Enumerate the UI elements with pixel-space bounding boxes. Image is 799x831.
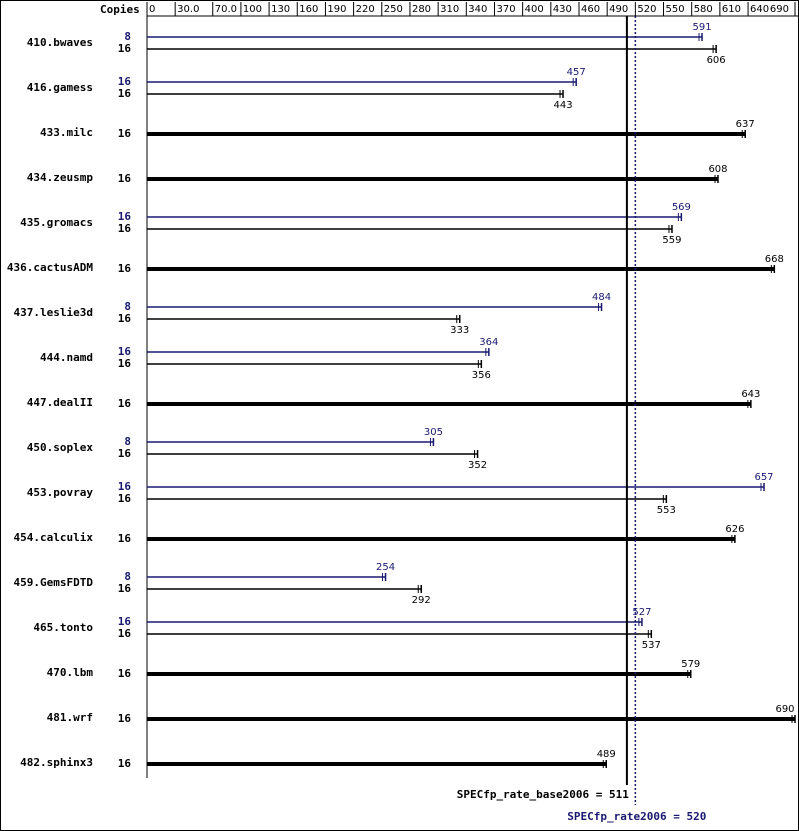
- x-tick-label: 400: [525, 4, 544, 15]
- peak-copies: 8: [124, 30, 131, 43]
- x-tick-label: 250: [384, 4, 403, 15]
- peak-value-label: 527: [632, 607, 651, 618]
- peak-copies: 16: [118, 345, 132, 358]
- x-tick-label: 690: [770, 4, 789, 15]
- x-tick-label: 640: [750, 4, 769, 15]
- benchmark-name: 481.wrf: [47, 711, 93, 724]
- peak-copies: 8: [124, 570, 131, 583]
- x-tick-label: 460: [581, 4, 600, 15]
- base-value-label: 643: [741, 389, 760, 400]
- benchmark-name: 453.povray: [27, 486, 94, 499]
- peak-value-label: 591: [692, 22, 711, 33]
- x-tick-label: 30.0: [177, 4, 199, 15]
- base-copies: 16: [118, 357, 132, 370]
- peak-copies: 8: [124, 300, 131, 313]
- peak-copies: 16: [118, 75, 132, 88]
- benchmark-name: 482.sphinx3: [20, 756, 93, 769]
- base-copies: 16: [118, 222, 132, 235]
- x-tick-label: 310: [440, 4, 459, 15]
- x-tick-label: 0: [149, 4, 155, 15]
- peak-value-label: 569: [672, 202, 691, 213]
- peak-value-label: 254: [376, 562, 395, 573]
- base-value-label: 690: [775, 704, 794, 715]
- benchmark-name: 410.bwaves: [27, 36, 93, 49]
- base-value-label: 608: [708, 164, 727, 175]
- base-copies: 16: [118, 492, 132, 505]
- benchmark-name: 436.cactusADM: [7, 261, 93, 274]
- base-copies: 16: [118, 127, 132, 140]
- base-copies: 16: [118, 712, 132, 725]
- base-copies: 16: [118, 87, 132, 100]
- x-tick-label: 610: [722, 4, 741, 15]
- base-copies: 16: [118, 627, 132, 640]
- x-tick-label: 220: [356, 4, 375, 15]
- x-tick-label: 340: [468, 4, 487, 15]
- benchmark-name: 437.leslie3d: [14, 306, 93, 319]
- base-value-label: 553: [657, 505, 676, 516]
- peak-value-label: 484: [592, 292, 611, 303]
- benchmark-name: 435.gromacs: [20, 216, 93, 229]
- benchmark-name: 465.tonto: [33, 621, 93, 634]
- base-metric-label: SPECfp_rate_base2006 = 511: [457, 788, 630, 801]
- base-copies: 16: [118, 532, 132, 545]
- peak-value-label: 364: [479, 337, 498, 348]
- x-tick-label: 520: [637, 4, 656, 15]
- peak-value-label: 657: [754, 472, 773, 483]
- benchmark-name: 470.lbm: [47, 666, 94, 679]
- base-value-label: 579: [681, 659, 700, 670]
- base-value-label: 668: [765, 254, 784, 265]
- benchmark-name: 454.calculix: [14, 531, 94, 544]
- benchmark-name: 447.dealII: [27, 396, 93, 409]
- base-value-label: 356: [472, 370, 491, 381]
- peak-metric-label: SPECfp_rate2006 = 520: [567, 810, 706, 823]
- benchmark-name: 416.gamess: [27, 81, 93, 94]
- x-tick-label: 580: [694, 4, 713, 15]
- copies-header: Copies: [100, 3, 140, 16]
- benchmark-name: 444.namd: [40, 351, 93, 364]
- x-tick-label: 70.0: [215, 4, 237, 15]
- x-tick-label: 550: [666, 4, 685, 15]
- base-value-label: 489: [597, 749, 616, 760]
- peak-copies: 16: [118, 480, 132, 493]
- base-copies: 16: [118, 312, 132, 325]
- benchmark-name: 450.soplex: [27, 441, 94, 454]
- base-value-label: 637: [736, 119, 755, 130]
- peak-value-label: 305: [424, 427, 443, 438]
- base-copies: 16: [118, 667, 132, 680]
- x-tick-label: 280: [412, 4, 431, 15]
- base-copies: 16: [118, 582, 132, 595]
- base-value-label: 537: [642, 640, 661, 651]
- peak-value-label: 457: [567, 67, 586, 78]
- base-value-label: 333: [450, 325, 469, 336]
- x-tick-label: 430: [553, 4, 572, 15]
- base-value-label: 352: [468, 460, 487, 471]
- benchmark-name: 434.zeusmp: [27, 171, 94, 184]
- x-tick-label: 160: [299, 4, 318, 15]
- peak-copies: 8: [124, 435, 131, 448]
- base-value-label: 626: [725, 524, 744, 535]
- base-copies: 16: [118, 262, 132, 275]
- base-value-label: 292: [412, 595, 431, 606]
- base-value-label: 443: [553, 100, 572, 111]
- benchmark-name: 459.GemsFDTD: [14, 576, 94, 589]
- base-value-label: 559: [662, 235, 681, 246]
- base-copies: 16: [118, 397, 132, 410]
- base-copies: 16: [118, 172, 132, 185]
- base-copies: 16: [118, 757, 132, 770]
- x-tick-label: 130: [271, 4, 290, 15]
- base-copies: 16: [118, 42, 132, 55]
- base-value-label: 606: [707, 55, 726, 66]
- base-copies: 16: [118, 447, 132, 460]
- x-tick-label: 190: [327, 4, 346, 15]
- x-tick-label: 100: [243, 4, 262, 15]
- peak-copies: 16: [118, 210, 132, 223]
- x-tick-label: 490: [609, 4, 628, 15]
- benchmark-name: 433.milc: [40, 126, 93, 139]
- x-tick-label: 370: [496, 4, 515, 15]
- peak-copies: 16: [118, 615, 132, 628]
